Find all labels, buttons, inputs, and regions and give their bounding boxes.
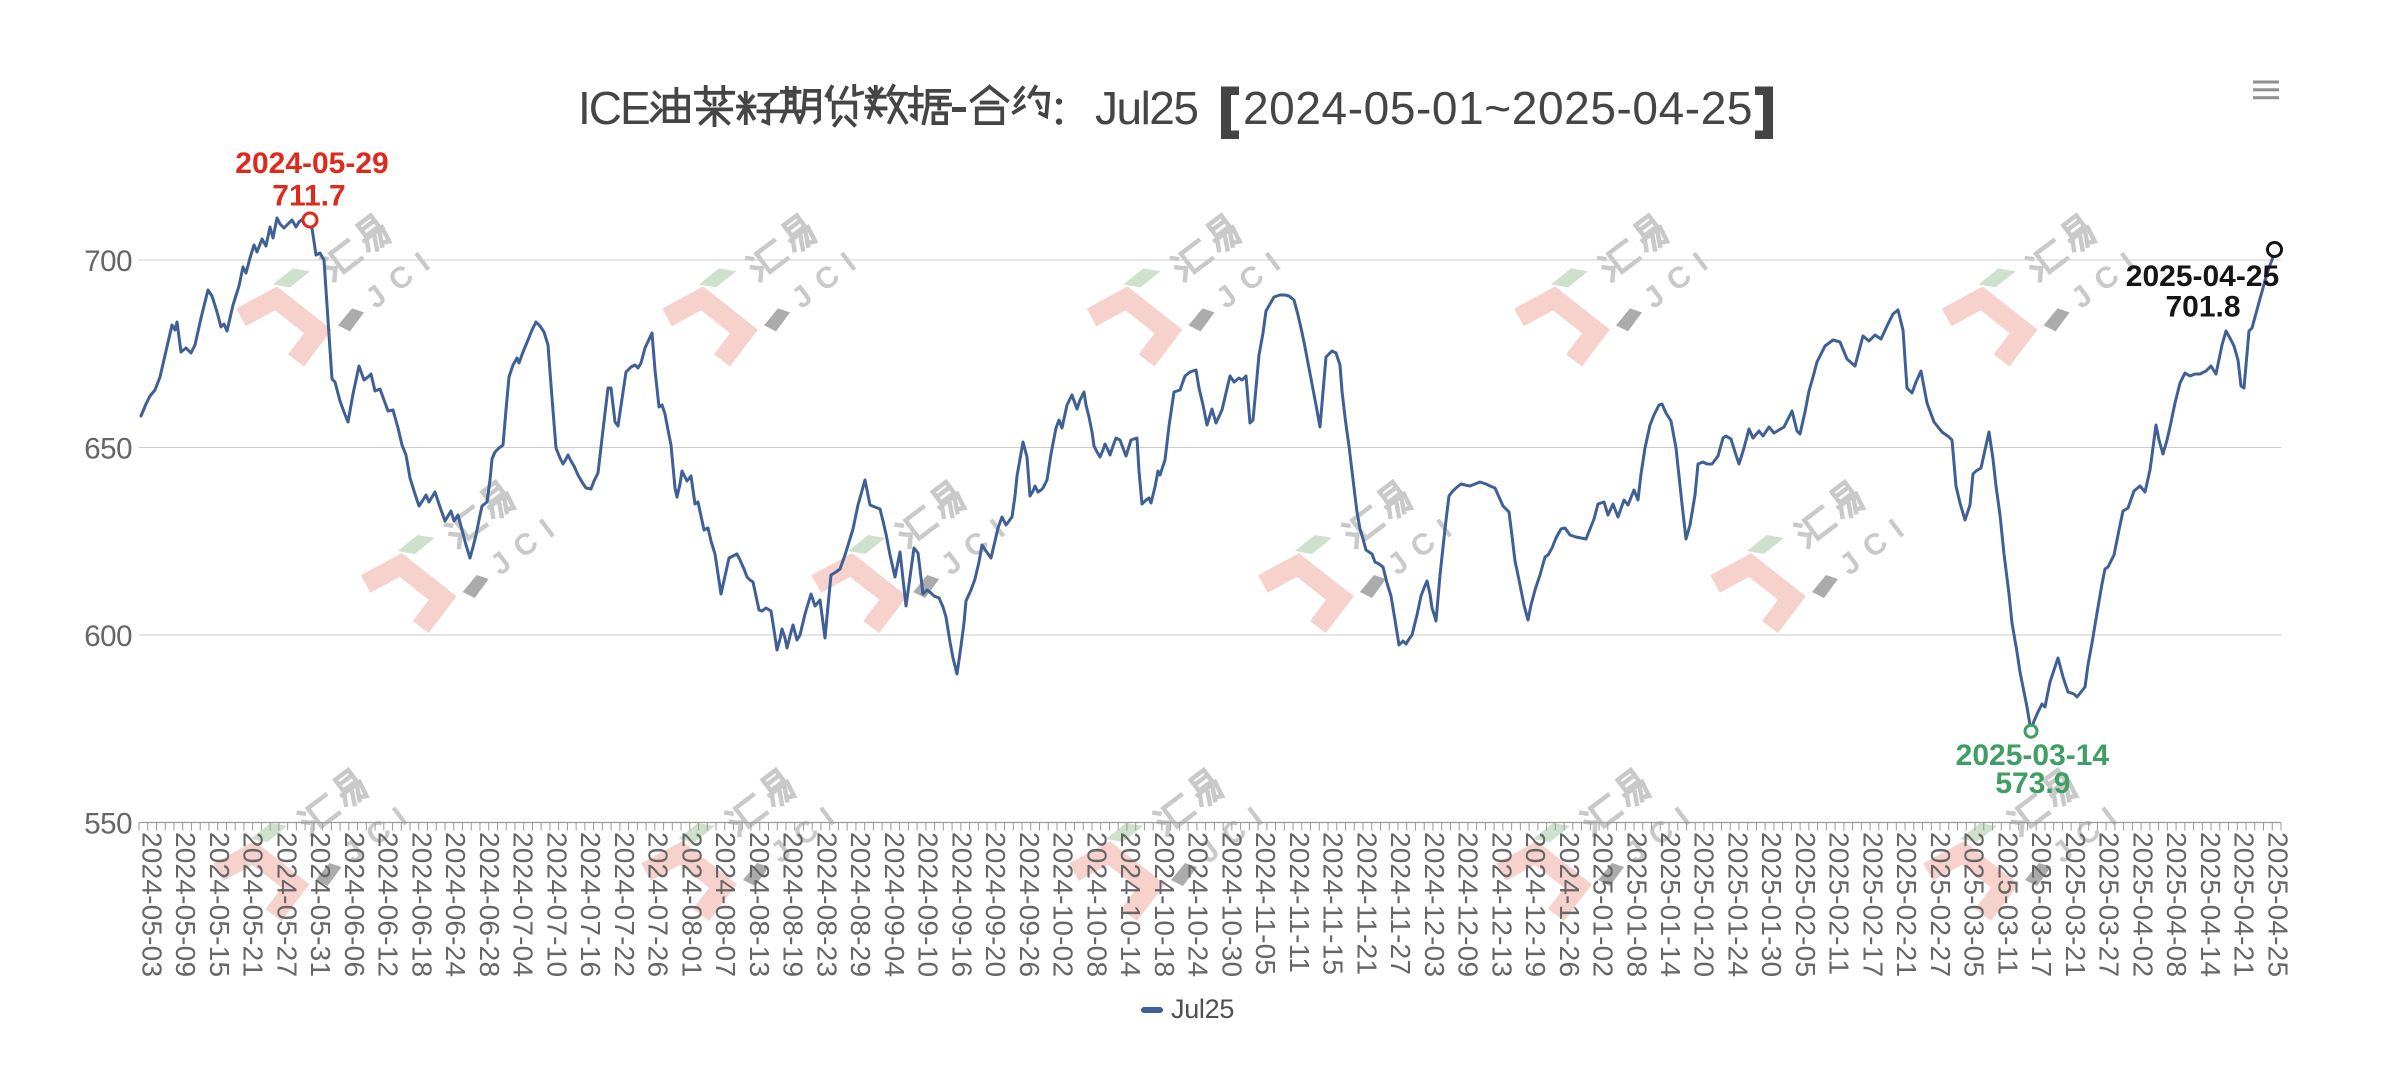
svg-text:2024-05-21: 2024-05-21 bbox=[238, 832, 269, 977]
svg-text:2024-11-15: 2024-11-15 bbox=[1318, 832, 1349, 975]
svg-text:2024-09-16: 2024-09-16 bbox=[946, 832, 977, 977]
svg-text:2024-08-23: 2024-08-23 bbox=[811, 832, 842, 977]
svg-text:2024-07-22: 2024-07-22 bbox=[609, 832, 640, 977]
svg-text:2024-07-10: 2024-07-10 bbox=[541, 832, 572, 977]
svg-text:2024-12-09: 2024-12-09 bbox=[1453, 832, 1484, 977]
svg-text:2024-06-18: 2024-06-18 bbox=[407, 832, 438, 977]
svg-text:2024-10-30: 2024-10-30 bbox=[1216, 832, 1247, 977]
svg-text:2025-03-05: 2025-03-05 bbox=[1959, 832, 1990, 977]
svg-text:2025-04-25: 2025-04-25 bbox=[2262, 832, 2293, 977]
svg-text:2024-06-12: 2024-06-12 bbox=[373, 832, 404, 977]
svg-text:2024-07-16: 2024-07-16 bbox=[575, 832, 606, 977]
svg-text:2024-09-20: 2024-09-20 bbox=[980, 832, 1011, 977]
svg-text:2025-01-08: 2025-01-08 bbox=[1621, 832, 1652, 977]
svg-text:2025-01-14: 2025-01-14 bbox=[1655, 832, 1686, 977]
svg-text:2025-02-11: 2025-02-11 bbox=[1824, 832, 1855, 975]
svg-text:2024-08-29: 2024-08-29 bbox=[845, 832, 876, 977]
svg-text:Jul25: Jul25 bbox=[1095, 82, 1197, 134]
svg-text:2024-10-14: 2024-10-14 bbox=[1115, 832, 1146, 977]
svg-text:2025-03-11: 2025-03-11 bbox=[1992, 832, 2023, 975]
svg-text:2024-07-04: 2024-07-04 bbox=[508, 832, 539, 977]
svg-text:2024-10-18: 2024-10-18 bbox=[1149, 832, 1180, 977]
svg-text:2024-05-29: 2024-05-29 bbox=[235, 147, 388, 180]
svg-text:2025-03-17: 2025-03-17 bbox=[2026, 832, 2057, 977]
svg-text:2024-05-01~2025-04-25: 2024-05-01~2025-04-25 bbox=[1243, 82, 1753, 134]
svg-text:2024-05-03: 2024-05-03 bbox=[137, 832, 168, 977]
svg-text:711.7: 711.7 bbox=[272, 180, 345, 213]
svg-text:2024-08-13: 2024-08-13 bbox=[744, 832, 775, 977]
svg-text:650: 650 bbox=[84, 433, 132, 466]
svg-text:2025-04-08: 2025-04-08 bbox=[2161, 832, 2192, 977]
svg-text:ICE: ICE bbox=[578, 82, 649, 134]
svg-text:701.8: 701.8 bbox=[2165, 291, 2240, 324]
svg-text:2024-06-24: 2024-06-24 bbox=[440, 832, 471, 977]
svg-text:600: 600 bbox=[84, 620, 132, 653]
svg-text:2024-10-02: 2024-10-02 bbox=[1048, 832, 1079, 977]
svg-text:2025-04-02: 2025-04-02 bbox=[2127, 832, 2158, 977]
svg-text:2024-10-08: 2024-10-08 bbox=[1081, 832, 1112, 977]
svg-text:2024-05-09: 2024-05-09 bbox=[170, 832, 201, 977]
svg-text:573.9: 573.9 bbox=[1995, 767, 2070, 800]
svg-text:550: 550 bbox=[84, 808, 132, 841]
svg-text:2024-12-19: 2024-12-19 bbox=[1520, 832, 1551, 977]
svg-text:2024-12-03: 2024-12-03 bbox=[1419, 832, 1450, 977]
svg-text:2024-07-26: 2024-07-26 bbox=[643, 832, 674, 977]
svg-text:2025-04-21: 2025-04-21 bbox=[2229, 832, 2260, 977]
svg-text:2025-03-21: 2025-03-21 bbox=[2060, 832, 2091, 977]
svg-text:2024-05-27: 2024-05-27 bbox=[272, 832, 303, 977]
svg-text:2025-01-20: 2025-01-20 bbox=[1689, 832, 1720, 977]
svg-text:2025-03-27: 2025-03-27 bbox=[2094, 832, 2125, 977]
svg-text:2024-05-31: 2024-05-31 bbox=[305, 832, 336, 977]
svg-text:2024-09-26: 2024-09-26 bbox=[1014, 832, 1045, 977]
svg-text:2025-03-14: 2025-03-14 bbox=[1956, 739, 2110, 772]
svg-text:2025-01-30: 2025-01-30 bbox=[1756, 832, 1787, 977]
svg-text:2025-02-21: 2025-02-21 bbox=[1891, 832, 1922, 977]
svg-text:2024-09-04: 2024-09-04 bbox=[879, 832, 910, 977]
svg-text:2024-11-05: 2024-11-05 bbox=[1250, 832, 1281, 975]
svg-text:2025-01-02: 2025-01-02 bbox=[1588, 832, 1619, 977]
svg-text:2024-08-07: 2024-08-07 bbox=[710, 832, 741, 977]
svg-text:2024-11-21: 2024-11-21 bbox=[1351, 832, 1382, 975]
svg-text:2024-12-26: 2024-12-26 bbox=[1554, 832, 1585, 977]
svg-text:2024-05-15: 2024-05-15 bbox=[204, 832, 235, 977]
svg-text:2024-11-27: 2024-11-27 bbox=[1385, 832, 1416, 975]
svg-text:2025-04-25: 2025-04-25 bbox=[2126, 260, 2279, 293]
svg-text:Jul25: Jul25 bbox=[1171, 994, 1234, 1024]
svg-text:2024-11-11: 2024-11-11 bbox=[1284, 832, 1315, 973]
svg-text:2024-06-06: 2024-06-06 bbox=[339, 832, 370, 977]
svg-text:2025-04-14: 2025-04-14 bbox=[2195, 832, 2226, 977]
svg-text:2024-10-24: 2024-10-24 bbox=[1183, 832, 1214, 977]
svg-text:2024-12-13: 2024-12-13 bbox=[1486, 832, 1517, 977]
svg-text:2024-09-10: 2024-09-10 bbox=[913, 832, 944, 977]
svg-text:700: 700 bbox=[84, 245, 132, 278]
svg-text:2025-02-17: 2025-02-17 bbox=[1858, 832, 1889, 977]
svg-text:2025-02-05: 2025-02-05 bbox=[1790, 832, 1821, 977]
svg-text:2024-08-01: 2024-08-01 bbox=[676, 832, 707, 977]
svg-text:2025-02-27: 2025-02-27 bbox=[1925, 832, 1956, 977]
svg-text:2025-01-24: 2025-01-24 bbox=[1723, 832, 1754, 977]
svg-text:2024-08-19: 2024-08-19 bbox=[778, 832, 809, 977]
svg-text:2024-06-28: 2024-06-28 bbox=[474, 832, 505, 977]
